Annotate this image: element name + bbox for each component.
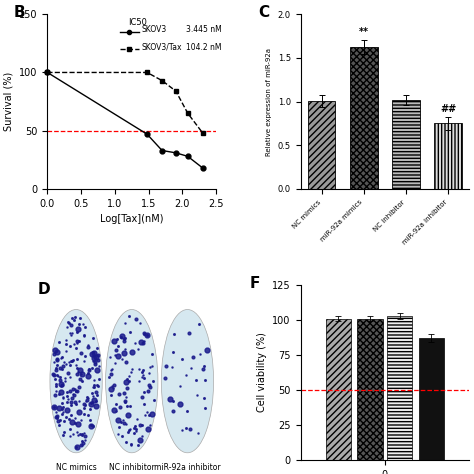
Bar bbox=[392, 100, 419, 189]
Text: NC mimics: NC mimics bbox=[56, 463, 97, 472]
Text: C: C bbox=[258, 6, 269, 20]
Y-axis label: Survival (%): Survival (%) bbox=[4, 72, 14, 131]
Text: **: ** bbox=[359, 27, 369, 37]
Bar bbox=[326, 319, 351, 460]
Bar bbox=[308, 100, 335, 189]
Text: ##: ## bbox=[440, 104, 456, 114]
Y-axis label: Cell viability (%): Cell viability (%) bbox=[256, 332, 266, 412]
Text: B: B bbox=[14, 6, 25, 20]
Bar bbox=[419, 338, 444, 460]
Text: NC inhibitor: NC inhibitor bbox=[109, 463, 155, 472]
Bar bbox=[435, 123, 462, 189]
Text: IC50: IC50 bbox=[128, 18, 147, 27]
Bar bbox=[357, 319, 383, 460]
Bar bbox=[350, 47, 377, 189]
Bar bbox=[387, 316, 412, 460]
Ellipse shape bbox=[50, 310, 102, 453]
Text: SKOV3/Tax: SKOV3/Tax bbox=[142, 43, 182, 52]
Ellipse shape bbox=[161, 310, 214, 453]
Y-axis label: Relative expression of miR-92a: Relative expression of miR-92a bbox=[266, 47, 272, 155]
Text: SKOV3: SKOV3 bbox=[142, 26, 167, 35]
Text: F: F bbox=[250, 276, 260, 292]
Text: D: D bbox=[37, 282, 50, 297]
Text: 3.445 nM: 3.445 nM bbox=[186, 26, 221, 35]
Ellipse shape bbox=[106, 310, 158, 453]
X-axis label: Log[Tax](nM): Log[Tax](nM) bbox=[100, 214, 164, 224]
Text: miR-92a inhibitor: miR-92a inhibitor bbox=[154, 463, 221, 472]
Text: 104.2 nM: 104.2 nM bbox=[186, 43, 221, 52]
